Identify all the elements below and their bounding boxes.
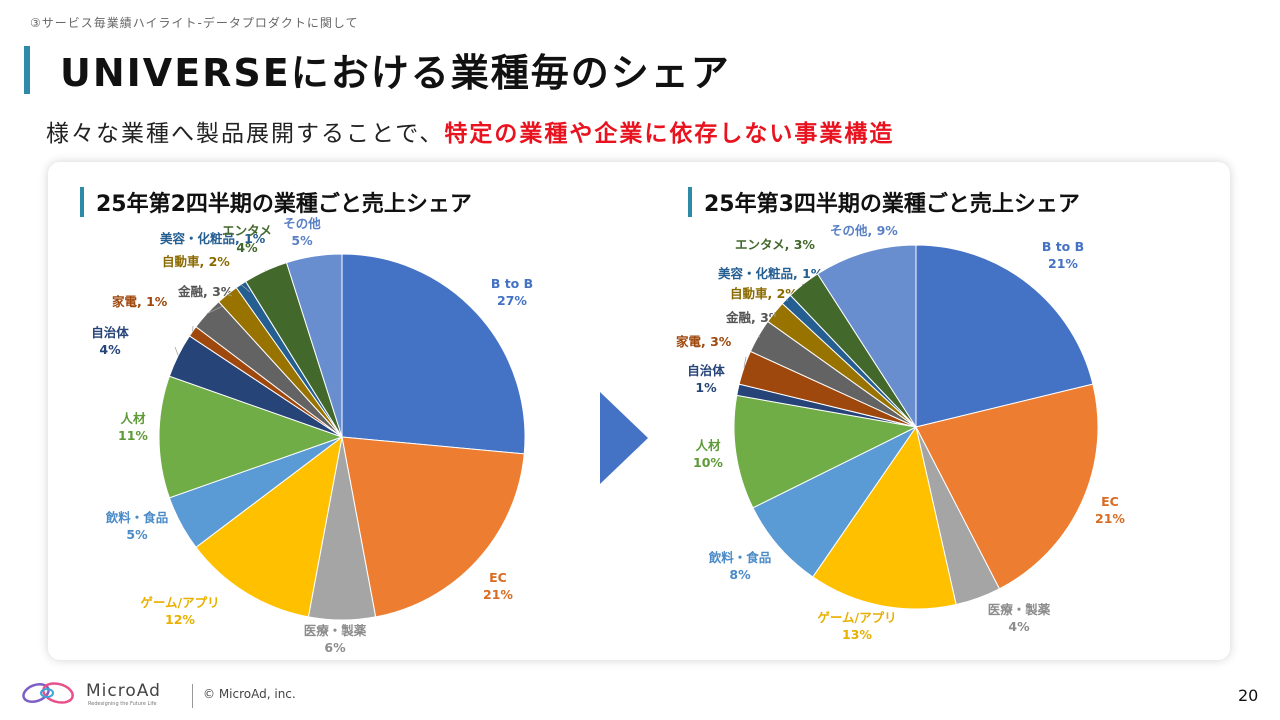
leader-line	[264, 269, 266, 272]
slice-label: エンタメ 4%	[222, 223, 272, 255]
page-subtitle: 様々な業種へ製品展開することで、特定の業種や企業に依存しない事業構造	[46, 114, 894, 148]
slice-value: 27%	[497, 293, 527, 308]
slice-name: 人材	[120, 411, 146, 426]
slice-value: 5%	[126, 527, 148, 542]
slice-label: ゲーム/アプリ 13%	[817, 610, 896, 642]
brand-name: MicroAd	[86, 681, 161, 701]
slice-value: 21%	[1048, 256, 1078, 271]
page-number: 20	[1238, 686, 1259, 705]
pie-slice	[752, 425, 918, 578]
slice-value: 11%	[118, 428, 148, 443]
pie-slice	[195, 435, 343, 618]
slice-value: 12%	[165, 612, 195, 627]
chart-title-q2: 25年第2四半期の業種ごと売上シェア	[96, 192, 472, 217]
next-arrow-icon	[600, 392, 648, 484]
brand-tagline: Redesigning the Future Life	[88, 701, 157, 707]
slice-value: 8%	[729, 567, 751, 582]
slice-value: 4%	[236, 240, 258, 255]
slice-name: 飲料・食品	[105, 510, 169, 525]
microad-logo-icon	[22, 682, 74, 704]
leader-line	[743, 356, 747, 368]
slice-name: 医療・製薬	[304, 623, 367, 638]
pie-slice	[341, 436, 525, 618]
slice-label: 自動車, 2%	[162, 254, 230, 269]
chart-title-accent-q3	[688, 187, 692, 217]
slice-label: エンタメ, 3%	[735, 237, 815, 252]
slice-name: エンタメ	[222, 223, 272, 238]
pie-slice	[812, 425, 957, 610]
slice-value: 21%	[1095, 511, 1125, 526]
slice-value: 4%	[99, 342, 121, 357]
slice-label: その他 5%	[283, 216, 321, 248]
pie-slice	[158, 375, 344, 499]
slice-value: 5%	[291, 233, 313, 248]
slice-label: 自治体 4%	[91, 325, 129, 357]
slice-label: ゲーム/アプリ 12%	[140, 595, 219, 627]
slice-name: 自治体	[687, 363, 725, 378]
slice-label: 家電, 3%	[676, 334, 732, 349]
slice-label: その他, 9%	[830, 223, 898, 238]
slice-label: 美容・化粧品, 1%	[718, 266, 824, 281]
chart-title-q3: 25年第3四半期の業種ごと売上シェア	[704, 192, 1080, 217]
pie-slice	[816, 244, 917, 429]
slice-value: 10%	[693, 455, 723, 470]
breadcrumb: ③サービス毎業績ハイライト-データプロダクトに関して	[30, 16, 359, 30]
slice-name: 飲料・食品	[708, 550, 772, 565]
slice-name: B to B	[491, 276, 533, 291]
subtitle-emphasis: 特定の業種や企業に依存しない事業構造	[444, 121, 895, 147]
slice-label: EC 21%	[483, 570, 513, 602]
slice-name: ゲーム/アプリ	[817, 610, 896, 625]
slice-label: 家電, 1%	[112, 294, 168, 309]
slice-value: 13%	[842, 627, 872, 642]
subtitle-text: 様々な業種へ製品展開することで、	[46, 121, 445, 147]
slice-value: 21%	[483, 587, 513, 602]
slice-name: その他	[283, 216, 321, 231]
slice-name: B to B	[1042, 239, 1084, 254]
slice-name: EC	[489, 570, 507, 585]
pie-slice	[733, 394, 918, 509]
slice-label: EC 21%	[1095, 494, 1125, 526]
slice-label: 自治体 1%	[687, 363, 725, 395]
leader-line	[174, 346, 179, 356]
slice-value: 4%	[1008, 619, 1030, 634]
slice-label: B to B 21%	[1042, 239, 1084, 271]
footer-divider	[192, 684, 193, 708]
leader-line	[240, 284, 251, 293]
leader-line	[227, 294, 233, 297]
copyright: © MicroAd, inc.	[203, 687, 296, 701]
slice-name: EC	[1101, 494, 1119, 509]
page-title: UNIVERSEにおける業種毎のシェア	[60, 51, 731, 95]
leader-line	[206, 305, 224, 315]
pie-slice	[341, 253, 526, 455]
slice-name: 医療・製薬	[988, 602, 1051, 617]
chart-title-accent-q2	[80, 187, 84, 217]
slice-value: 6%	[324, 640, 346, 655]
slice-label: 医療・製薬 4%	[988, 602, 1051, 634]
slice-label: 自動車, 2%	[730, 286, 798, 301]
title-accent-bar	[24, 46, 30, 94]
slice-label: 飲料・食品 8%	[708, 550, 772, 582]
slice-label: 人材 10%	[693, 438, 723, 470]
slice-label: 金融, 3%	[177, 284, 234, 299]
slice-label: 美容・化粧品, 1%	[160, 231, 266, 246]
slice-label: B to B 27%	[491, 276, 533, 308]
pie-slice	[285, 253, 343, 438]
leader-line	[786, 299, 789, 302]
slice-label: 人材 11%	[118, 411, 148, 443]
pie-slice	[915, 244, 1094, 428]
pie-slice	[915, 383, 1099, 590]
slice-name: ゲーム/アプリ	[140, 595, 219, 610]
slice-name: 自治体	[91, 325, 129, 340]
slice-value: 1%	[695, 380, 717, 395]
slice-label: 医療・製薬 6%	[304, 623, 367, 655]
slice-label: 飲料・食品 5%	[105, 510, 169, 542]
slice-name: 人材	[695, 438, 721, 453]
leader-line	[801, 283, 804, 286]
leader-line	[758, 335, 761, 338]
